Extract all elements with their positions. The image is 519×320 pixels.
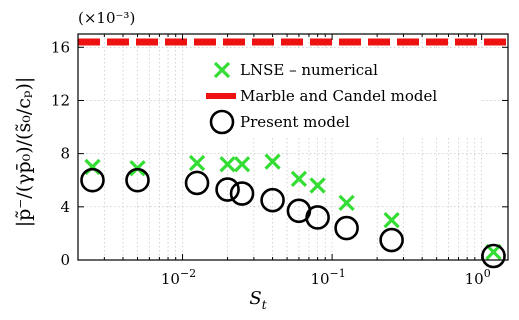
x-tick-label-exponent: −2 bbox=[180, 267, 196, 280]
lnse-point bbox=[264, 153, 281, 170]
x-tick-label-base: 10 bbox=[310, 270, 329, 288]
cross-stroke bbox=[233, 156, 251, 173]
legend: LNSE – numerical Marble and Candel model P… bbox=[202, 50, 482, 136]
lnse-point bbox=[233, 156, 251, 173]
x-tick-label: 100 bbox=[465, 267, 491, 288]
present-model-point bbox=[379, 227, 404, 253]
present-model-point bbox=[334, 215, 359, 241]
y-tick-label: 8 bbox=[60, 145, 70, 163]
x-axis-label-main: S bbox=[249, 288, 261, 309]
lnse-point bbox=[383, 211, 400, 229]
legend-symbol-lnse bbox=[213, 61, 231, 79]
cross-stroke bbox=[383, 211, 400, 229]
present-model-point bbox=[481, 243, 506, 269]
y-tick-label: 4 bbox=[60, 198, 70, 216]
present-model-point bbox=[305, 205, 330, 230]
legend-label: LNSE – numerical bbox=[240, 61, 378, 79]
present-model-point bbox=[184, 170, 210, 196]
legend-label: Marble and Candel model bbox=[240, 87, 437, 105]
lnse-point bbox=[188, 154, 206, 172]
y-tick-label: 12 bbox=[51, 91, 70, 109]
present-model-point bbox=[80, 167, 105, 193]
present-model-point bbox=[260, 187, 285, 213]
legend-background bbox=[202, 50, 482, 136]
x-tick-label-exponent: 0 bbox=[484, 267, 491, 280]
cross-stroke bbox=[338, 194, 355, 211]
present-model-point bbox=[125, 167, 150, 193]
lnse-point bbox=[309, 177, 326, 194]
x-tick-label-base: 10 bbox=[161, 270, 180, 288]
cross-stroke bbox=[188, 154, 206, 172]
grid bbox=[78, 34, 508, 260]
y-tick-label: 0 bbox=[60, 251, 70, 269]
legend-symbol-present-model bbox=[209, 109, 235, 135]
x-axis-label: St bbox=[249, 288, 266, 312]
lnse-point bbox=[219, 156, 236, 173]
x-tick-label-exponent: −1 bbox=[330, 267, 346, 280]
cross-stroke bbox=[264, 153, 281, 170]
y-axis-label: |p̃⁻/(γp̄₀)/(s̃₀/cₚ)| bbox=[13, 77, 35, 228]
data-marks bbox=[80, 153, 506, 269]
present-model-point bbox=[215, 177, 240, 202]
cross-stroke bbox=[309, 177, 326, 194]
x-tick-label: 10−2 bbox=[161, 267, 196, 288]
cross-stroke bbox=[290, 170, 308, 188]
y-tick-label: 16 bbox=[51, 38, 70, 56]
legend-label: Present model bbox=[240, 113, 350, 131]
cross-stroke bbox=[219, 156, 236, 173]
cross-stroke bbox=[213, 61, 231, 79]
lnse-point bbox=[338, 194, 355, 211]
x-tick-label: 10−1 bbox=[310, 267, 345, 288]
present-model-point bbox=[229, 181, 255, 206]
lnse-point bbox=[290, 170, 308, 188]
plot-frame bbox=[77, 33, 509, 261]
y-axis-multiplier: (×10⁻³) bbox=[78, 9, 135, 27]
x-axis-label-subscript: t bbox=[262, 298, 267, 312]
x-tick-label-base: 10 bbox=[465, 270, 484, 288]
